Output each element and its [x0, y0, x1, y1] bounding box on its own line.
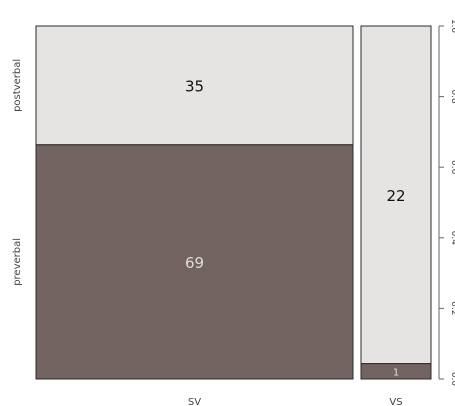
tile-sv-preverbal	[35, 144, 354, 380]
count-label-vs-preverbal: 1	[393, 367, 399, 378]
right-axis-tick-label: 0.0	[449, 372, 455, 387]
tile-vs-preverbal	[360, 363, 432, 380]
right-axis-tick-label: 0.4	[449, 231, 455, 246]
right-axis-tick-label: 0.2	[449, 301, 455, 315]
right-axis-tick-label: 1.0	[449, 19, 455, 34]
count-label-sv-postverbal: 35	[185, 77, 204, 95]
row-label-preverbal: preverbal	[12, 238, 23, 286]
x-category-label-vs: VS	[389, 397, 402, 406]
count-label-sv-preverbal: 69	[185, 254, 204, 272]
tile-vs-postverbal	[360, 25, 432, 365]
count-label-vs-postverbal: 22	[386, 187, 405, 205]
row-label-postverbal: postverbal	[12, 59, 23, 112]
tile-sv-postverbal	[35, 25, 354, 146]
right-axis-tick-label: 0.6	[449, 160, 455, 175]
right-axis-tick-label: 0.8	[449, 89, 455, 104]
x-category-label-sv: SV	[188, 397, 201, 406]
